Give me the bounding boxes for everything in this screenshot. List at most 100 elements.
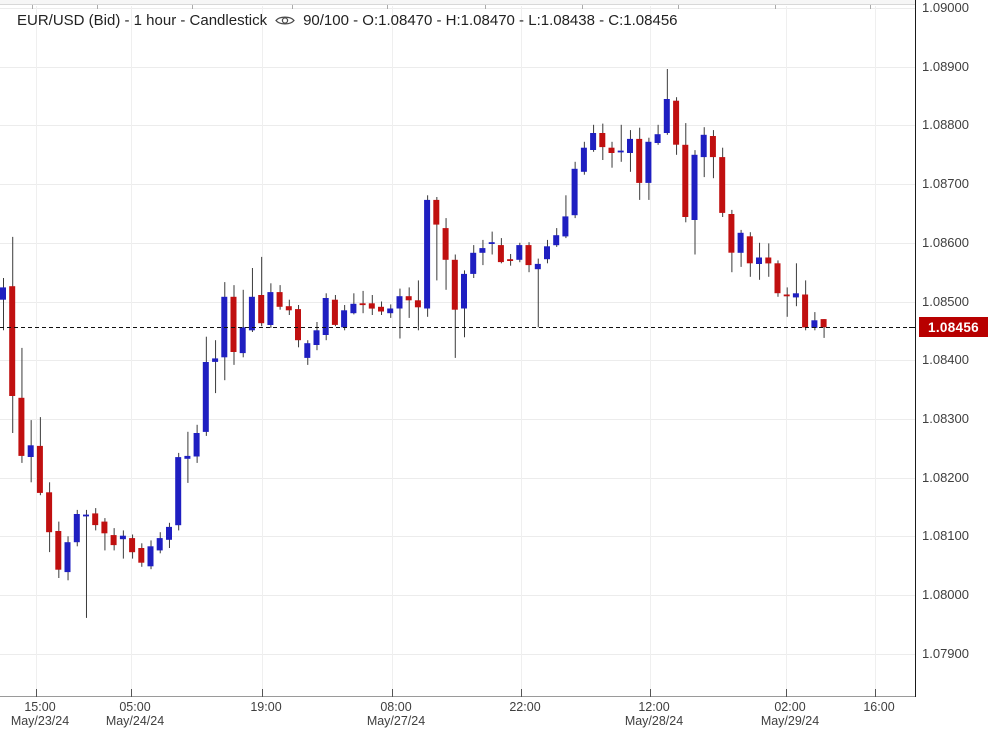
candle-body-up — [64, 542, 71, 573]
price-axis-label: 1.08600 — [922, 234, 969, 250]
candle-body-down — [285, 306, 292, 311]
candle-body-down — [783, 294, 790, 297]
candle-body-up — [147, 546, 154, 567]
candle-body-up — [811, 320, 818, 328]
time-axis-label: 05:00 — [119, 700, 151, 714]
candle-body-down — [46, 492, 53, 533]
candle-body-down — [368, 303, 375, 309]
price-axis-label: 1.09000 — [922, 0, 969, 15]
price-axis-label: 1.08300 — [922, 410, 969, 426]
candle-body-up — [700, 134, 707, 158]
candle-body-up — [0, 287, 6, 300]
candle-body-down — [765, 257, 772, 264]
date-axis-label: May/27/24 — [366, 714, 426, 728]
candle-body-down — [414, 300, 421, 308]
time-axis-label: 22:00 — [509, 700, 541, 714]
time-axis-label: 12:00 — [638, 700, 670, 714]
candle-body-down — [802, 294, 809, 328]
candle-body-up — [479, 248, 486, 253]
candle-body-up — [691, 154, 698, 220]
candle-body-down — [820, 319, 827, 328]
price-axis-label: 1.08400 — [922, 352, 969, 368]
candle-body-up — [83, 514, 89, 517]
time-axis[interactable]: 15:00 May/23/24 05:00 May/24/24 19:00 08:00 Ma… — [0, 697, 992, 733]
candle-body-up — [461, 273, 467, 309]
candle-body-down — [746, 236, 753, 264]
chart-header: EUR/USD (Bid) - 1 hour - Candlestick 90/… — [17, 10, 678, 30]
price-axis-label: 1.08800 — [922, 117, 969, 133]
date-axis-label: May/29/24 — [760, 714, 820, 728]
time-axis-label: 08:00 — [380, 700, 412, 714]
price-axis[interactable]: 1.08456 1.09000 1.08900 1.08800 1.08700 1.08… — [916, 0, 992, 698]
time-axis-label: 19:00 — [250, 700, 282, 714]
candle-body-up — [534, 263, 541, 270]
candlestick-chart[interactable] — [0, 0, 916, 698]
candle-body-up — [341, 310, 348, 328]
candle-body-down — [276, 292, 283, 307]
candle-body-down — [55, 531, 62, 570]
candle-body-up — [396, 296, 403, 309]
candle-body-down — [507, 259, 514, 261]
candle-body-up — [175, 457, 182, 526]
candle-body-up — [488, 242, 495, 244]
price-axis-label: 1.08100 — [922, 528, 969, 544]
candle-body-down — [728, 214, 735, 253]
candle-body-up — [202, 362, 209, 432]
candle-body-up — [792, 293, 799, 298]
candle-body-down — [36, 445, 43, 493]
candle-body-down — [18, 397, 25, 456]
candlestick-plot-area[interactable] — [0, 0, 916, 698]
candle-body-down — [110, 535, 117, 546]
candle-body-up — [184, 455, 191, 459]
candle-body-down — [378, 306, 384, 312]
candle-body-up — [156, 538, 163, 551]
candle-body-up — [756, 257, 762, 264]
candle-body-up — [166, 526, 172, 540]
candle-body-up — [350, 303, 357, 314]
time-axis-label: 16:00 — [863, 700, 895, 714]
candle-body-down — [442, 228, 449, 260]
candle-body-up — [193, 433, 200, 457]
candle-body-up — [387, 308, 394, 314]
instrument-title: EUR/USD (Bid) - 1 hour - Candlestick — [17, 11, 268, 29]
time-axis-label: 15:00 — [24, 700, 56, 714]
candle-body-down — [405, 296, 412, 301]
date-axis-label: May/24/24 — [105, 714, 165, 728]
price-axis-label: 1.07900 — [922, 645, 969, 661]
last-price-label: 1.08456 — [919, 317, 988, 338]
candle-body-down — [92, 513, 99, 526]
candle-body-down — [673, 100, 680, 145]
candle-body-up — [516, 245, 523, 260]
candle-body-down — [9, 286, 16, 396]
eye-icon[interactable] — [275, 14, 295, 27]
candle-body-down — [258, 295, 265, 324]
candle-body-up — [304, 343, 311, 358]
candle-body-up — [654, 134, 661, 143]
candle-body-up — [212, 358, 219, 362]
candle-body-up — [119, 535, 126, 540]
candle-body-down — [599, 133, 606, 148]
candle-body-down — [433, 199, 440, 225]
candle-body-up — [544, 246, 550, 260]
candle-body-down — [295, 309, 301, 341]
candle-body-up — [645, 141, 652, 183]
price-axis-label: 1.08900 — [922, 58, 969, 74]
date-axis-label: May/28/24 — [624, 714, 684, 728]
candle-body-up — [617, 150, 624, 153]
candle-body-up — [73, 514, 80, 543]
candle-body-down — [230, 296, 237, 352]
price-axis-label: 1.08200 — [922, 469, 969, 485]
candle-body-up — [580, 147, 587, 172]
ohlc-summary: 90/100 - O:1.08470 - H:1.08470 - L:1.084… — [303, 11, 678, 29]
candle-body-up — [239, 327, 246, 354]
candles[interactable] — [0, 69, 827, 618]
candle-body-down — [129, 538, 136, 553]
candle-body-down — [682, 144, 689, 217]
candle-body-up — [313, 330, 320, 345]
candle-body-down — [138, 548, 145, 563]
candle-body-up — [737, 232, 744, 253]
time-axis-label: 02:00 — [774, 700, 806, 714]
candle-body-up — [322, 298, 329, 335]
candle-body-up — [553, 235, 560, 246]
